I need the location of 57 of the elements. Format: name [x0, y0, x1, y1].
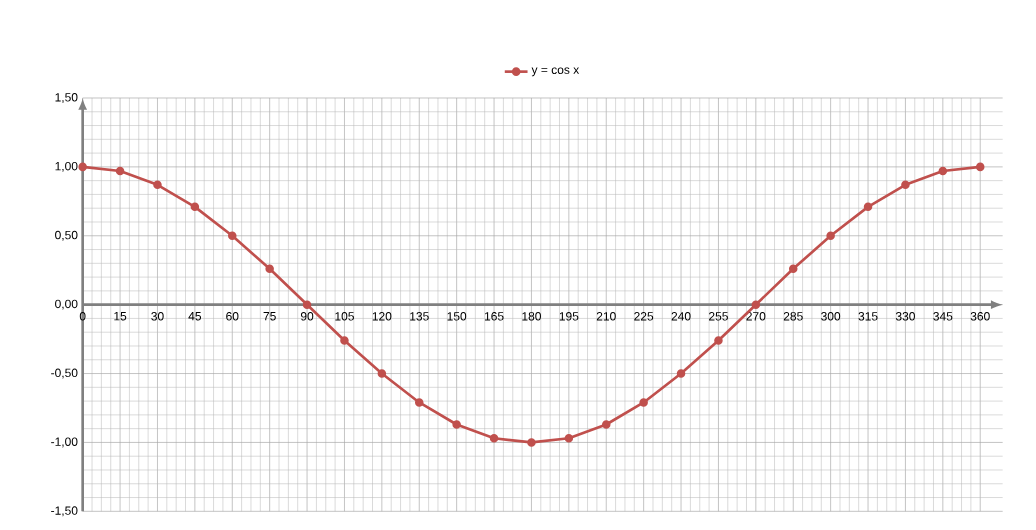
x-tick-label: 15 [114, 312, 127, 321]
point [863, 202, 873, 212]
y-tick-label: 0,00 [55, 299, 78, 310]
point [564, 434, 574, 443]
point [601, 420, 611, 429]
point [414, 398, 424, 407]
x-tick-label: 135 [410, 312, 429, 321]
point [78, 162, 87, 172]
point [639, 398, 648, 407]
x-tick-label: 150 [447, 312, 467, 321]
x-tick-label: 75 [263, 312, 276, 321]
point [153, 180, 162, 190]
x-tick-label: 0 [79, 312, 86, 321]
y-tick-label: 0,50 [55, 230, 78, 241]
x-tick-label: 60 [226, 312, 239, 321]
point [901, 180, 910, 190]
point [938, 166, 948, 176]
point [826, 231, 835, 241]
x-tick-label: 165 [484, 312, 504, 321]
x-tick-label: 105 [335, 312, 354, 321]
y-tick-label: -1,50 [51, 506, 78, 517]
point [302, 300, 312, 309]
x-tick-label: 180 [522, 312, 541, 321]
y-tick-label: -0,50 [51, 368, 78, 379]
legend-label: y = cos x [531, 67, 580, 77]
x-tick-label: 285 [783, 312, 803, 321]
point [377, 369, 387, 378]
point [975, 162, 985, 172]
point [714, 336, 723, 345]
x-tick-label: 120 [372, 312, 392, 321]
x-tick-label: 210 [596, 312, 616, 321]
x-tick-label: 195 [559, 312, 579, 321]
point [527, 438, 536, 447]
point [340, 336, 349, 345]
point [751, 300, 761, 309]
x-tick-label: 225 [634, 312, 654, 321]
point [489, 434, 499, 443]
x-tick-label: 45 [188, 312, 202, 321]
x-tick-label: 30 [151, 312, 164, 321]
x-tick-label: 90 [300, 312, 314, 321]
y-tick-label: 1,50 [55, 93, 78, 103]
point [227, 231, 237, 241]
x-tick-label: 360 [970, 312, 990, 321]
x-tick-label: 255 [709, 312, 728, 321]
y-tick-label: 1,00 [55, 161, 78, 172]
point [265, 264, 274, 274]
x-tick-label: 315 [858, 312, 878, 321]
y-tick-label: -1,00 [51, 437, 78, 448]
point [190, 202, 200, 212]
point [788, 264, 798, 274]
x-tick-label: 300 [821, 312, 841, 321]
x-tick-label: 240 [671, 312, 691, 321]
x-tick-label: 330 [895, 312, 915, 321]
point [452, 420, 461, 429]
x-tick-label: 345 [933, 312, 953, 321]
point [115, 166, 125, 176]
point [676, 369, 686, 378]
